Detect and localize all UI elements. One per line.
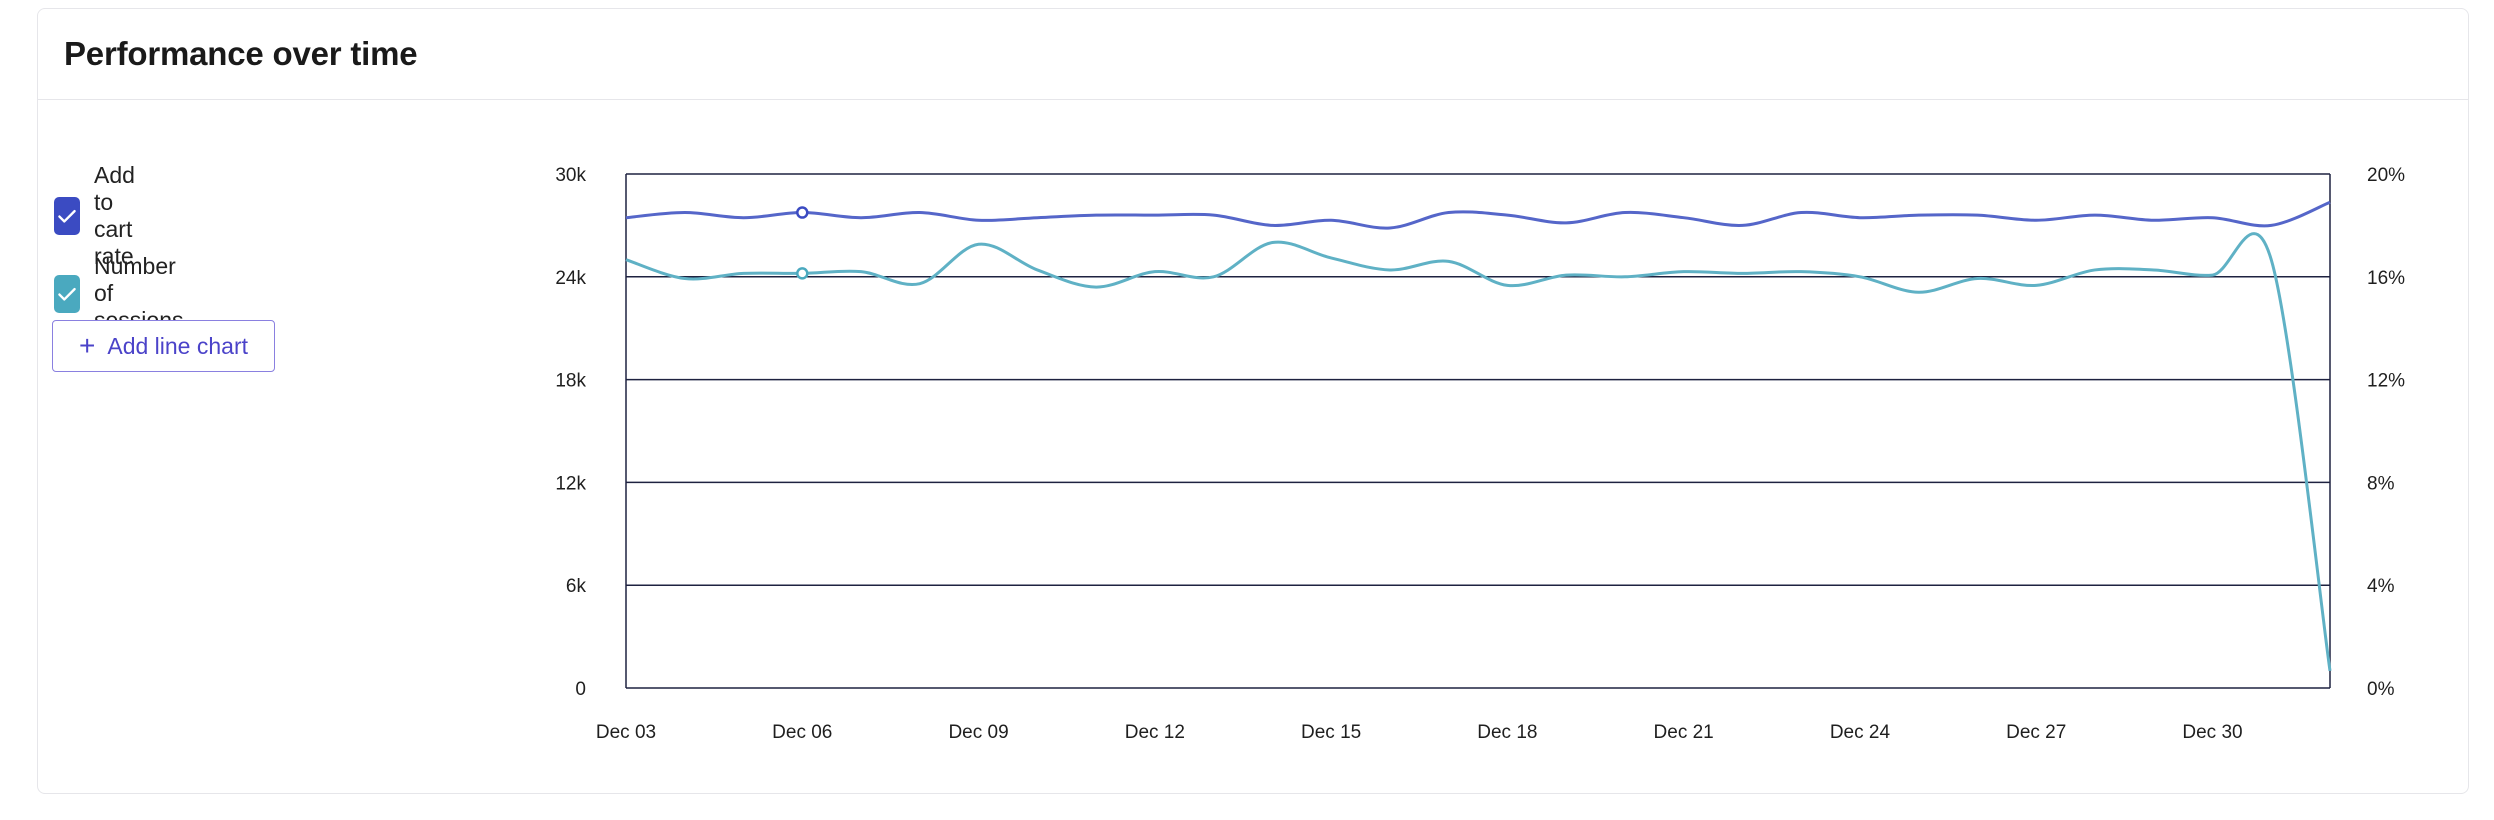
highlight-point-number-of-sessions <box>796 267 809 280</box>
y-left-tick-label: 18k <box>555 371 586 392</box>
series-line-add-to-cart-rate <box>625 200 2331 230</box>
y-left-tick-label: 30k <box>555 165 586 186</box>
checkbox-add-to-cart-rate[interactable] <box>54 197 80 235</box>
x-tick-label: Dec 21 <box>1654 722 1714 743</box>
add-line-chart-label: Add line chart <box>107 332 248 359</box>
check-icon <box>58 209 76 223</box>
y-right-tick-label: 20% <box>2367 165 2405 186</box>
card-header: Performance over time <box>38 9 2468 100</box>
y-left-tick-label: 6k <box>566 576 587 597</box>
y-left-tick-label: 0 <box>575 679 586 700</box>
x-tick-label: Dec 30 <box>2182 722 2242 743</box>
x-tick-label: Dec 18 <box>1477 722 1537 743</box>
y-left-tick-label: 24k <box>555 268 586 289</box>
series-line-number-of-sessions <box>625 232 2332 672</box>
checkbox-number-of-sessions[interactable] <box>54 274 80 313</box>
x-tick-label: Dec 03 <box>596 722 656 743</box>
y-right-tick-label: 12% <box>2367 371 2405 392</box>
y-right-tick-label: 4% <box>2367 576 2395 597</box>
y-left-tick-label: 12k <box>555 473 586 494</box>
x-tick-label: Dec 12 <box>1125 722 1185 743</box>
x-tick-label: Dec 24 <box>1830 722 1891 743</box>
card-title: Performance over time <box>64 35 418 72</box>
x-tick-label: Dec 27 <box>2006 722 2066 743</box>
x-tick-label: Dec 15 <box>1301 722 1361 743</box>
y-right-tick-label: 8% <box>2367 473 2395 494</box>
legend-item-add-to-cart-rate[interactable]: Add to cart rate <box>54 162 147 270</box>
legend-label: Add to cart rate <box>94 162 135 269</box>
x-tick-label: Dec 09 <box>948 722 1008 743</box>
performance-card: Performance over time <box>37 8 2469 794</box>
check-icon <box>58 287 76 301</box>
highlight-point-add-to-cart-rate <box>796 206 809 219</box>
y-right-tick-label: 16% <box>2367 268 2405 289</box>
x-tick-label: Dec 06 <box>772 722 832 743</box>
y-right-tick-label: 0% <box>2367 679 2395 700</box>
plus-icon: + <box>79 330 96 361</box>
add-line-chart-button[interactable]: + Add line chart <box>52 320 275 372</box>
